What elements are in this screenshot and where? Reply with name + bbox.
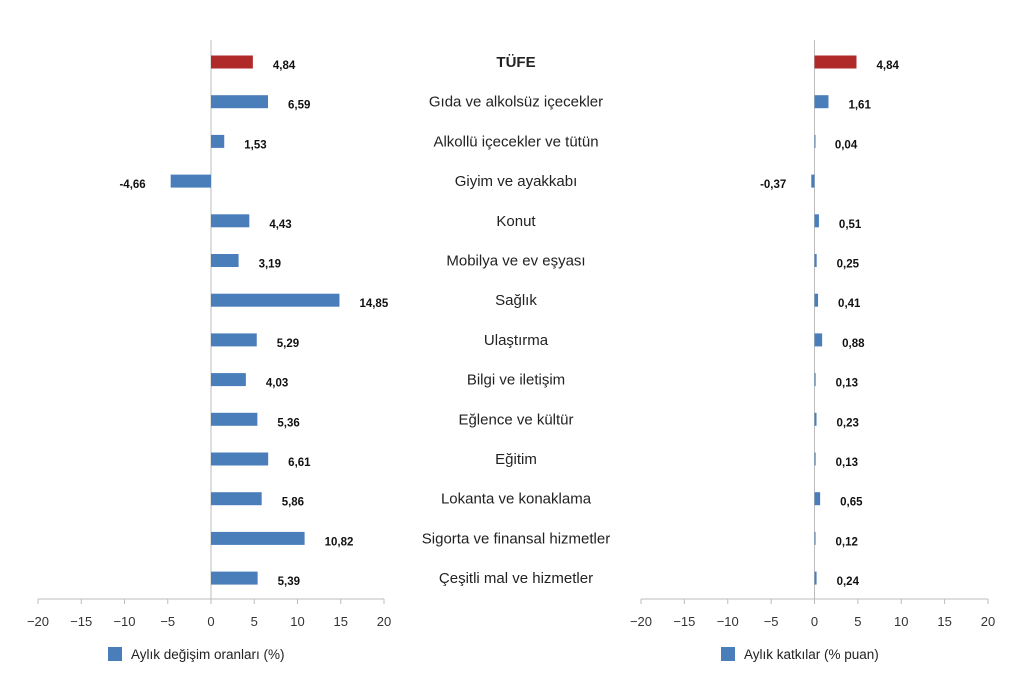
right-x-tick-label: 5	[854, 614, 861, 629]
right-bar	[814, 55, 857, 69]
left-bar	[211, 254, 239, 267]
right-bar	[814, 492, 821, 506]
right-x-tick-label: −20	[630, 614, 652, 629]
right-value-label: 0,13	[836, 378, 858, 390]
left-x-tick-label: 15	[334, 614, 348, 629]
right-value-label: 0,23	[836, 417, 858, 429]
left-x-tick-label: 20	[377, 614, 391, 629]
right-bar	[814, 373, 816, 387]
left-bar	[211, 134, 225, 148]
left-bar	[211, 55, 253, 69]
right-value-label: 0,51	[839, 219, 862, 231]
category-label: Ulaştırma	[484, 332, 549, 349]
left-value-label: 14,85	[359, 298, 388, 310]
left-panel: −20 −15 −10 −5 0 5 10 15 20 4,84 6,59 1,53 -4,66 4,43…	[27, 40, 391, 662]
right-value-label: 0,04	[835, 139, 858, 151]
left-x-tick-label: 5	[251, 614, 258, 629]
right-legend-swatch	[721, 647, 735, 661]
left-bar	[211, 531, 305, 545]
left-value-label: 5,36	[277, 417, 299, 429]
left-x-tick-label: −15	[70, 614, 92, 629]
category-label: Çeşitli mal ve hizmetler	[439, 570, 593, 587]
left-x-tick-label: −10	[113, 614, 135, 629]
right-value-label: 1,61	[848, 100, 871, 112]
right-value-label: 0,88	[842, 338, 865, 350]
left-value-label: 4,43	[269, 219, 291, 231]
category-label: Mobilya ve ev eşyası	[446, 253, 585, 270]
left-value-label: 1,53	[244, 139, 266, 151]
category-label: Sağlık	[495, 292, 537, 309]
category-label: Lokanta ve konaklama	[441, 491, 592, 508]
right-x-tick-label: −10	[717, 614, 739, 629]
left-bar	[170, 174, 211, 188]
left-bar	[211, 492, 262, 506]
left-bar	[211, 373, 246, 387]
left-legend-swatch	[108, 647, 122, 661]
left-x-tick-label: 10	[290, 614, 304, 629]
right-bar	[814, 293, 819, 307]
right-bar	[814, 412, 817, 426]
left-value-label: 4,03	[266, 378, 288, 390]
left-value-label: 5,39	[278, 576, 300, 588]
left-value-label: 6,59	[288, 100, 310, 112]
right-x-tick-label: −15	[673, 614, 695, 629]
category-label: Giyim ve ayakkabı	[455, 173, 578, 190]
category-label: Eğlence ve kültür	[458, 411, 573, 428]
right-x-tick-label: 15	[937, 614, 951, 629]
left-x-tick-label: −20	[27, 614, 49, 629]
right-bar	[814, 134, 816, 148]
right-value-label: 0,13	[836, 457, 858, 469]
right-value-label: -0,37	[760, 179, 786, 191]
left-x-tick-label: 0	[207, 614, 214, 629]
category-label: TÜFE	[496, 54, 535, 71]
left-value-label: 5,86	[282, 497, 304, 509]
category-labels: TÜFE Gıda ve alkolsüz içecekler Alkollü iç…	[422, 54, 610, 587]
left-value-label: 6,61	[288, 457, 311, 469]
left-legend-label: Aylık değişim oranları (%)	[131, 647, 285, 662]
category-label: Gıda ve alkolsüz içecekler	[429, 94, 603, 111]
right-x-tick-label: 20	[981, 614, 995, 629]
left-value-label: 3,19	[259, 259, 281, 271]
left-value-label: -4,66	[119, 179, 145, 191]
right-value-label: 0,65	[840, 497, 863, 509]
right-value-label: 4,84	[876, 60, 899, 72]
category-label: Alkollü içecekler ve tütün	[433, 133, 598, 150]
right-value-label: 0,24	[837, 576, 860, 588]
category-label: Bilgi ve iletişim	[467, 372, 565, 389]
category-label: Sigorta ve finansal hizmetler	[422, 530, 610, 547]
right-bar	[814, 333, 823, 347]
left-value-label: 10,82	[325, 536, 354, 548]
right-x-tick-label: −5	[764, 614, 779, 629]
left-bar	[211, 452, 269, 466]
right-bar	[814, 214, 819, 228]
left-value-label: 4,84	[273, 60, 296, 72]
left-bar	[211, 571, 258, 585]
right-bar	[814, 452, 816, 466]
left-bar	[211, 293, 340, 307]
right-value-label: 0,41	[838, 298, 861, 310]
right-bar	[814, 571, 817, 585]
category-label: Eğitim	[495, 451, 537, 468]
left-value-label: 5,29	[277, 338, 299, 350]
right-value-label: 0,25	[837, 259, 860, 271]
left-bar	[211, 214, 250, 228]
right-x-tick-label: 0	[811, 614, 818, 629]
left-bar	[211, 333, 257, 347]
category-label: Konut	[496, 213, 536, 230]
right-x-tick-label: 10	[894, 614, 908, 629]
right-bar	[814, 95, 829, 109]
right-value-label: 0,12	[836, 536, 858, 548]
right-legend-label: Aylık katkılar (% puan)	[744, 647, 879, 662]
left-x-tick-label: −5	[160, 614, 175, 629]
right-bar	[814, 254, 817, 267]
left-bar	[211, 412, 258, 426]
left-bar	[211, 95, 269, 109]
right-bar	[814, 531, 816, 545]
right-panel: −20 −15 −10 −5 0 5 10 15 20 4,84 1,61 0,04 -0,37 0,51…	[630, 40, 995, 662]
right-bar	[811, 174, 815, 188]
